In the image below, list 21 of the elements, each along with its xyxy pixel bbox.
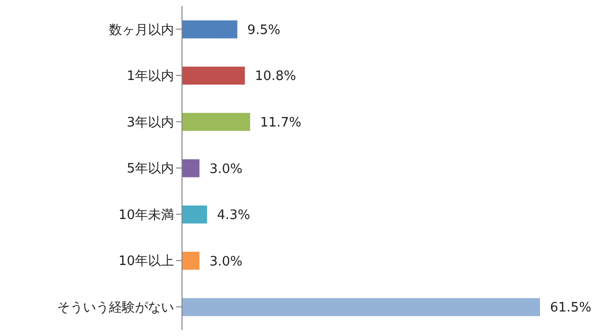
y-tick-label: 5年以内: [126, 162, 174, 177]
bar: [182, 112, 250, 131]
data-label: 11.7%: [260, 116, 302, 131]
y-tick-label: 1年以内: [126, 69, 174, 84]
bar: [182, 66, 245, 85]
data-label: 9.5%: [247, 22, 280, 38]
bar: [182, 252, 200, 270]
bar: [182, 205, 208, 224]
bar: [182, 159, 200, 178]
data-label: 61.5%: [550, 300, 592, 316]
y-tick-label: 数ヶ月以内: [109, 22, 174, 38]
data-label: 3.0%: [209, 254, 242, 270]
data-label: 10.8%: [254, 69, 296, 84]
y-tick-label: そういう経験がない: [57, 300, 174, 316]
data-label: 4.3%: [217, 208, 250, 224]
y-tick-label: 10年以上: [118, 254, 174, 270]
y-tick-label: 10年未満: [118, 208, 174, 223]
bar: [182, 298, 540, 316]
data-label: 3.0%: [209, 162, 242, 177]
bar: [182, 20, 238, 38]
y-tick-label: 3年以内: [126, 115, 174, 130]
